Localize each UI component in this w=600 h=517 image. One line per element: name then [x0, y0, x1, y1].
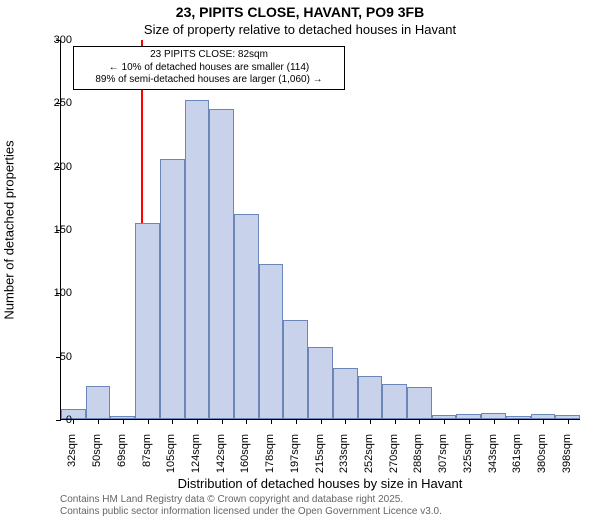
- histogram-bar: [308, 347, 333, 419]
- x-tick: [197, 419, 198, 424]
- y-axis-label-wrap: Number of detached properties: [0, 40, 18, 420]
- x-tick: [98, 419, 99, 424]
- x-tick: [222, 419, 223, 424]
- x-tick-label: 105sqm: [165, 434, 177, 482]
- histogram-bar: [283, 320, 308, 419]
- x-tick-label: 69sqm: [116, 434, 128, 482]
- x-tick-label: 270sqm: [388, 434, 400, 482]
- histogram-bar: [61, 409, 86, 419]
- x-tick-label: 288sqm: [412, 434, 424, 482]
- histogram-bar: [333, 368, 358, 419]
- x-tick: [469, 419, 470, 424]
- annotation-line-1: 23 PIPITS CLOSE: 82sqm: [78, 49, 340, 62]
- annotation-line-3: 89% of semi-detached houses are larger (…: [78, 74, 340, 87]
- y-axis-label: Number of detached properties: [2, 140, 17, 319]
- x-tick: [568, 419, 569, 424]
- y-tick-label: 200: [54, 161, 72, 173]
- histogram-bar: [259, 264, 284, 419]
- x-tick: [172, 419, 173, 424]
- histogram-bar: [160, 159, 185, 419]
- x-tick: [123, 419, 124, 424]
- histogram-bar: [185, 100, 210, 419]
- x-tick-label: 160sqm: [239, 434, 251, 482]
- annotation-box: 23 PIPITS CLOSE: 82sqm ← 10% of detached…: [73, 46, 345, 90]
- y-tick-label: 100: [54, 287, 72, 299]
- y-tick: [56, 420, 61, 421]
- x-tick: [271, 419, 272, 424]
- x-tick-label: 380sqm: [536, 434, 548, 482]
- x-tick-label: 197sqm: [289, 434, 301, 482]
- x-tick: [444, 419, 445, 424]
- x-tick: [395, 419, 396, 424]
- x-tick-label: 32sqm: [66, 434, 78, 482]
- x-tick: [321, 419, 322, 424]
- histogram-bar: [234, 214, 259, 419]
- x-tick: [345, 419, 346, 424]
- x-tick-label: 50sqm: [91, 434, 103, 482]
- plot-area: 23 PIPITS CLOSE: 82sqm ← 10% of detached…: [60, 40, 580, 420]
- x-tick-label: 124sqm: [190, 434, 202, 482]
- x-tick: [518, 419, 519, 424]
- y-tick-label: 300: [54, 34, 72, 46]
- histogram-bar: [86, 386, 111, 419]
- annotation-line-2: ← 10% of detached houses are smaller (11…: [78, 62, 340, 75]
- x-tick: [419, 419, 420, 424]
- x-tick-label: 343sqm: [487, 434, 499, 482]
- y-tick-label: 150: [54, 224, 72, 236]
- histogram-bar: [407, 387, 432, 419]
- x-tick: [370, 419, 371, 424]
- footer-text-2: Contains public sector information licen…: [60, 506, 442, 517]
- x-tick-label: 178sqm: [264, 434, 276, 482]
- x-tick-label: 398sqm: [561, 434, 573, 482]
- x-tick-label: 233sqm: [338, 434, 350, 482]
- y-tick-label: 50: [60, 351, 72, 363]
- x-tick-label: 142sqm: [215, 434, 227, 482]
- x-tick-label: 87sqm: [141, 434, 153, 482]
- histogram-bar: [358, 376, 383, 419]
- x-tick-label: 361sqm: [511, 434, 523, 482]
- y-tick-label: 250: [54, 97, 72, 109]
- y-tick-label: 0: [66, 414, 72, 426]
- x-tick-label: 325sqm: [462, 434, 474, 482]
- x-tick-label: 307sqm: [437, 434, 449, 482]
- x-tick: [148, 419, 149, 424]
- x-tick: [246, 419, 247, 424]
- chart-subtitle: Size of property relative to detached ho…: [0, 22, 600, 37]
- x-tick: [494, 419, 495, 424]
- histogram-bar: [382, 384, 407, 419]
- x-tick: [296, 419, 297, 424]
- x-tick-label: 215sqm: [314, 434, 326, 482]
- chart-title: 23, PIPITS CLOSE, HAVANT, PO9 3FB: [0, 4, 600, 20]
- histogram-bar: [135, 223, 160, 419]
- x-tick: [543, 419, 544, 424]
- x-tick-label: 252sqm: [363, 434, 375, 482]
- chart-container: 23, PIPITS CLOSE, HAVANT, PO9 3FB Size o…: [0, 0, 600, 500]
- x-tick: [73, 419, 74, 424]
- histogram-bar: [209, 109, 234, 419]
